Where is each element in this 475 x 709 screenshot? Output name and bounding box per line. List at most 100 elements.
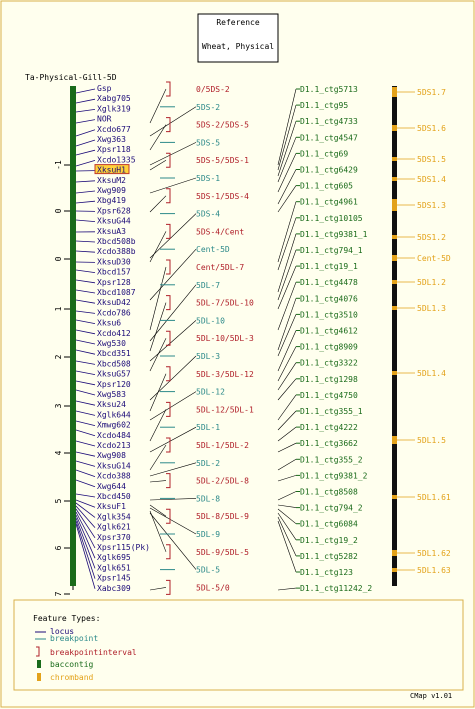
chromband-label[interactable]: 5DS1.4 [417,175,446,184]
chromband-segment[interactable] [392,495,397,499]
locus-label[interactable]: Xbcd351 [97,349,131,358]
reference-box[interactable] [197,13,279,63]
chromband-segment[interactable] [392,306,397,310]
physical-map-bar[interactable] [70,86,76,586]
breakpoint-label[interactable]: Cent-5D [196,245,230,254]
locus-label[interactable]: Xwg908 [97,451,126,460]
locus-label[interactable]: Xpsr628 [97,206,131,215]
contig-label[interactable]: D1.1_ctg5282 [300,552,358,561]
breakpoint-interval-bracket[interactable] [166,259,171,275]
contig-label[interactable]: D1.1_ctg69 [300,149,348,158]
locus-label[interactable]: XksuD42 [97,298,131,307]
locus-label[interactable]: Xglk354 [97,512,131,521]
contig-label[interactable]: D1.1_ctg123 [300,568,353,577]
chromband-label[interactable]: 5DS1.2 [417,233,446,242]
contig-label[interactable]: D1.1_ctg1298 [300,375,358,384]
contig-label[interactable]: D1.1_ctg4076 [300,294,358,303]
breakpoint-label[interactable]: 5DS-2/5DS-5 [196,121,249,130]
locus-label[interactable]: Xbcd157 [97,268,131,277]
breakpoint-label[interactable]: 5DL-3 [196,352,220,361]
breakpoint-label[interactable]: 5DL-1/5DL-2 [196,441,249,450]
breakpoint-interval-bracket[interactable] [166,81,171,97]
breakpoint-interval-bracket[interactable] [166,188,171,204]
locus-label[interactable]: Xpsr128 [97,278,131,287]
breakpoint-interval-bracket[interactable] [166,473,171,489]
breakpoint-label[interactable]: 5DL-10 [196,316,225,325]
breakpoint-label[interactable]: 5DL-2 [196,459,220,468]
chromband-label[interactable]: 5DL1.2 [417,278,446,287]
locus-label[interactable]: Xcdo677 [97,125,131,134]
breakpoint-label[interactable]: 5DL-3/5DL-12 [196,370,254,379]
breakpoint-label[interactable]: 5DS-5 [196,138,220,147]
chromband-segment[interactable] [392,255,397,261]
breakpoint-label[interactable]: 5DS-1 [196,174,220,183]
breakpoint-label[interactable]: 5DL-8/5DL-9 [196,512,249,521]
chromband-segment[interactable] [392,177,397,181]
contig-label[interactable]: D1.1_ctg605 [300,182,353,191]
breakpoint-label[interactable]: 5DL-5 [196,566,220,575]
breakpoint-label[interactable]: 5DL-10/5DL-3 [196,334,254,343]
breakpoint-label[interactable]: 5DL-9 [196,530,220,539]
contig-label[interactable]: D1.1_ctg4222 [300,423,358,432]
locus-label[interactable]: Xglk651 [97,563,131,572]
breakpoint-interval-bracket[interactable] [166,117,171,133]
reference-map-title[interactable]: Wheat, Physical [202,42,274,51]
contig-label[interactable]: D1.1_ctg8508 [300,488,358,497]
contig-label[interactable]: D1.1_ctg8909 [300,343,358,352]
breakpoint-interval-bracket[interactable] [166,401,171,417]
contig-label[interactable]: D1.1_ctg3662 [300,439,358,448]
breakpoint-interval-bracket[interactable] [166,223,171,239]
contig-label[interactable]: D1.1_ctg6429 [300,166,358,175]
contig-label[interactable]: D1.1_ctg19_2 [300,536,358,545]
contig-label[interactable]: D1.1_ctg5713 [300,85,358,94]
breakpoint-interval-bracket[interactable] [166,330,171,346]
locus-label[interactable]: Xpsr145 [97,574,131,583]
locus-label[interactable]: XksuH1 [97,166,126,175]
chromband-label[interactable]: 5DL1.5 [417,436,446,445]
locus-label[interactable]: Xabc309 [97,584,131,593]
chromband-segment[interactable] [392,235,397,239]
chromband-segment[interactable] [392,87,397,97]
contig-label[interactable]: D1.1_ctg11242_2 [300,584,372,593]
breakpoint-label[interactable]: 5DL-7 [196,281,220,290]
locus-label[interactable]: Xksu24 [97,400,126,409]
contig-label[interactable]: D1.1_ctg4478 [300,278,358,287]
locus-label[interactable]: Xpsr120 [97,380,131,389]
breakpoint-label[interactable]: 5DS-5/5DS-1 [196,156,249,165]
locus-label[interactable]: Xpsr118 [97,145,131,154]
locus-label[interactable]: Xbcd508b [97,237,136,246]
locus-label[interactable]: XksuG44 [97,217,131,226]
locus-label[interactable]: XksuF1 [97,502,126,511]
locus-label[interactable]: Xbcd1087 [97,288,136,297]
breakpoint-label[interactable]: 5DL-1 [196,423,220,432]
locus-label[interactable]: Xglk319 [97,104,131,113]
locus-label[interactable]: Xglk695 [97,553,131,562]
breakpoint-label[interactable]: 5DL-2/5DL-8 [196,477,249,486]
breakpoint-interval-bracket[interactable] [166,437,171,453]
chromband-label[interactable]: 5DL1.3 [417,304,446,313]
contig-label[interactable]: D1.1_ctg4547 [300,133,358,142]
locus-label[interactable]: Xwg644 [97,482,126,491]
breakpoint-label[interactable]: 5DS-4/Cent [196,227,244,236]
locus-label[interactable]: Xcdo412 [97,329,131,338]
chromband-label[interactable]: Cent-5D [417,254,451,263]
locus-label[interactable]: XksuG14 [97,461,131,470]
chromband-segment[interactable] [392,550,397,556]
locus-label[interactable]: Xabg705 [97,94,131,103]
breakpoint-label[interactable]: 5DL-12 [196,388,225,397]
contig-label[interactable]: D1.1_ctg355_2 [300,455,363,464]
chromband-label[interactable]: 5DS1.7 [417,88,446,97]
contig-label[interactable]: D1.1_ctg6084 [300,520,358,529]
locus-label[interactable]: Xpsr370 [97,533,131,542]
contig-label[interactable]: D1.1_ctg4733 [300,117,358,126]
locus-label[interactable]: Xksu6 [97,319,121,328]
chromband-segment[interactable] [392,280,397,284]
chromband-segment[interactable] [392,125,397,131]
contig-label[interactable]: D1.1_ctg9381_2 [300,471,368,480]
breakpoint-label[interactable]: 0/5DS-2 [196,85,230,94]
contig-label[interactable]: D1.1_ctg355_1 [300,407,363,416]
locus-label[interactable]: Xwg583 [97,390,126,399]
locus-label[interactable]: Xbg419 [97,196,126,205]
contig-label[interactable]: D1.1_ctg794_2 [300,504,363,513]
locus-label[interactable]: Xcdo388b [97,247,136,256]
